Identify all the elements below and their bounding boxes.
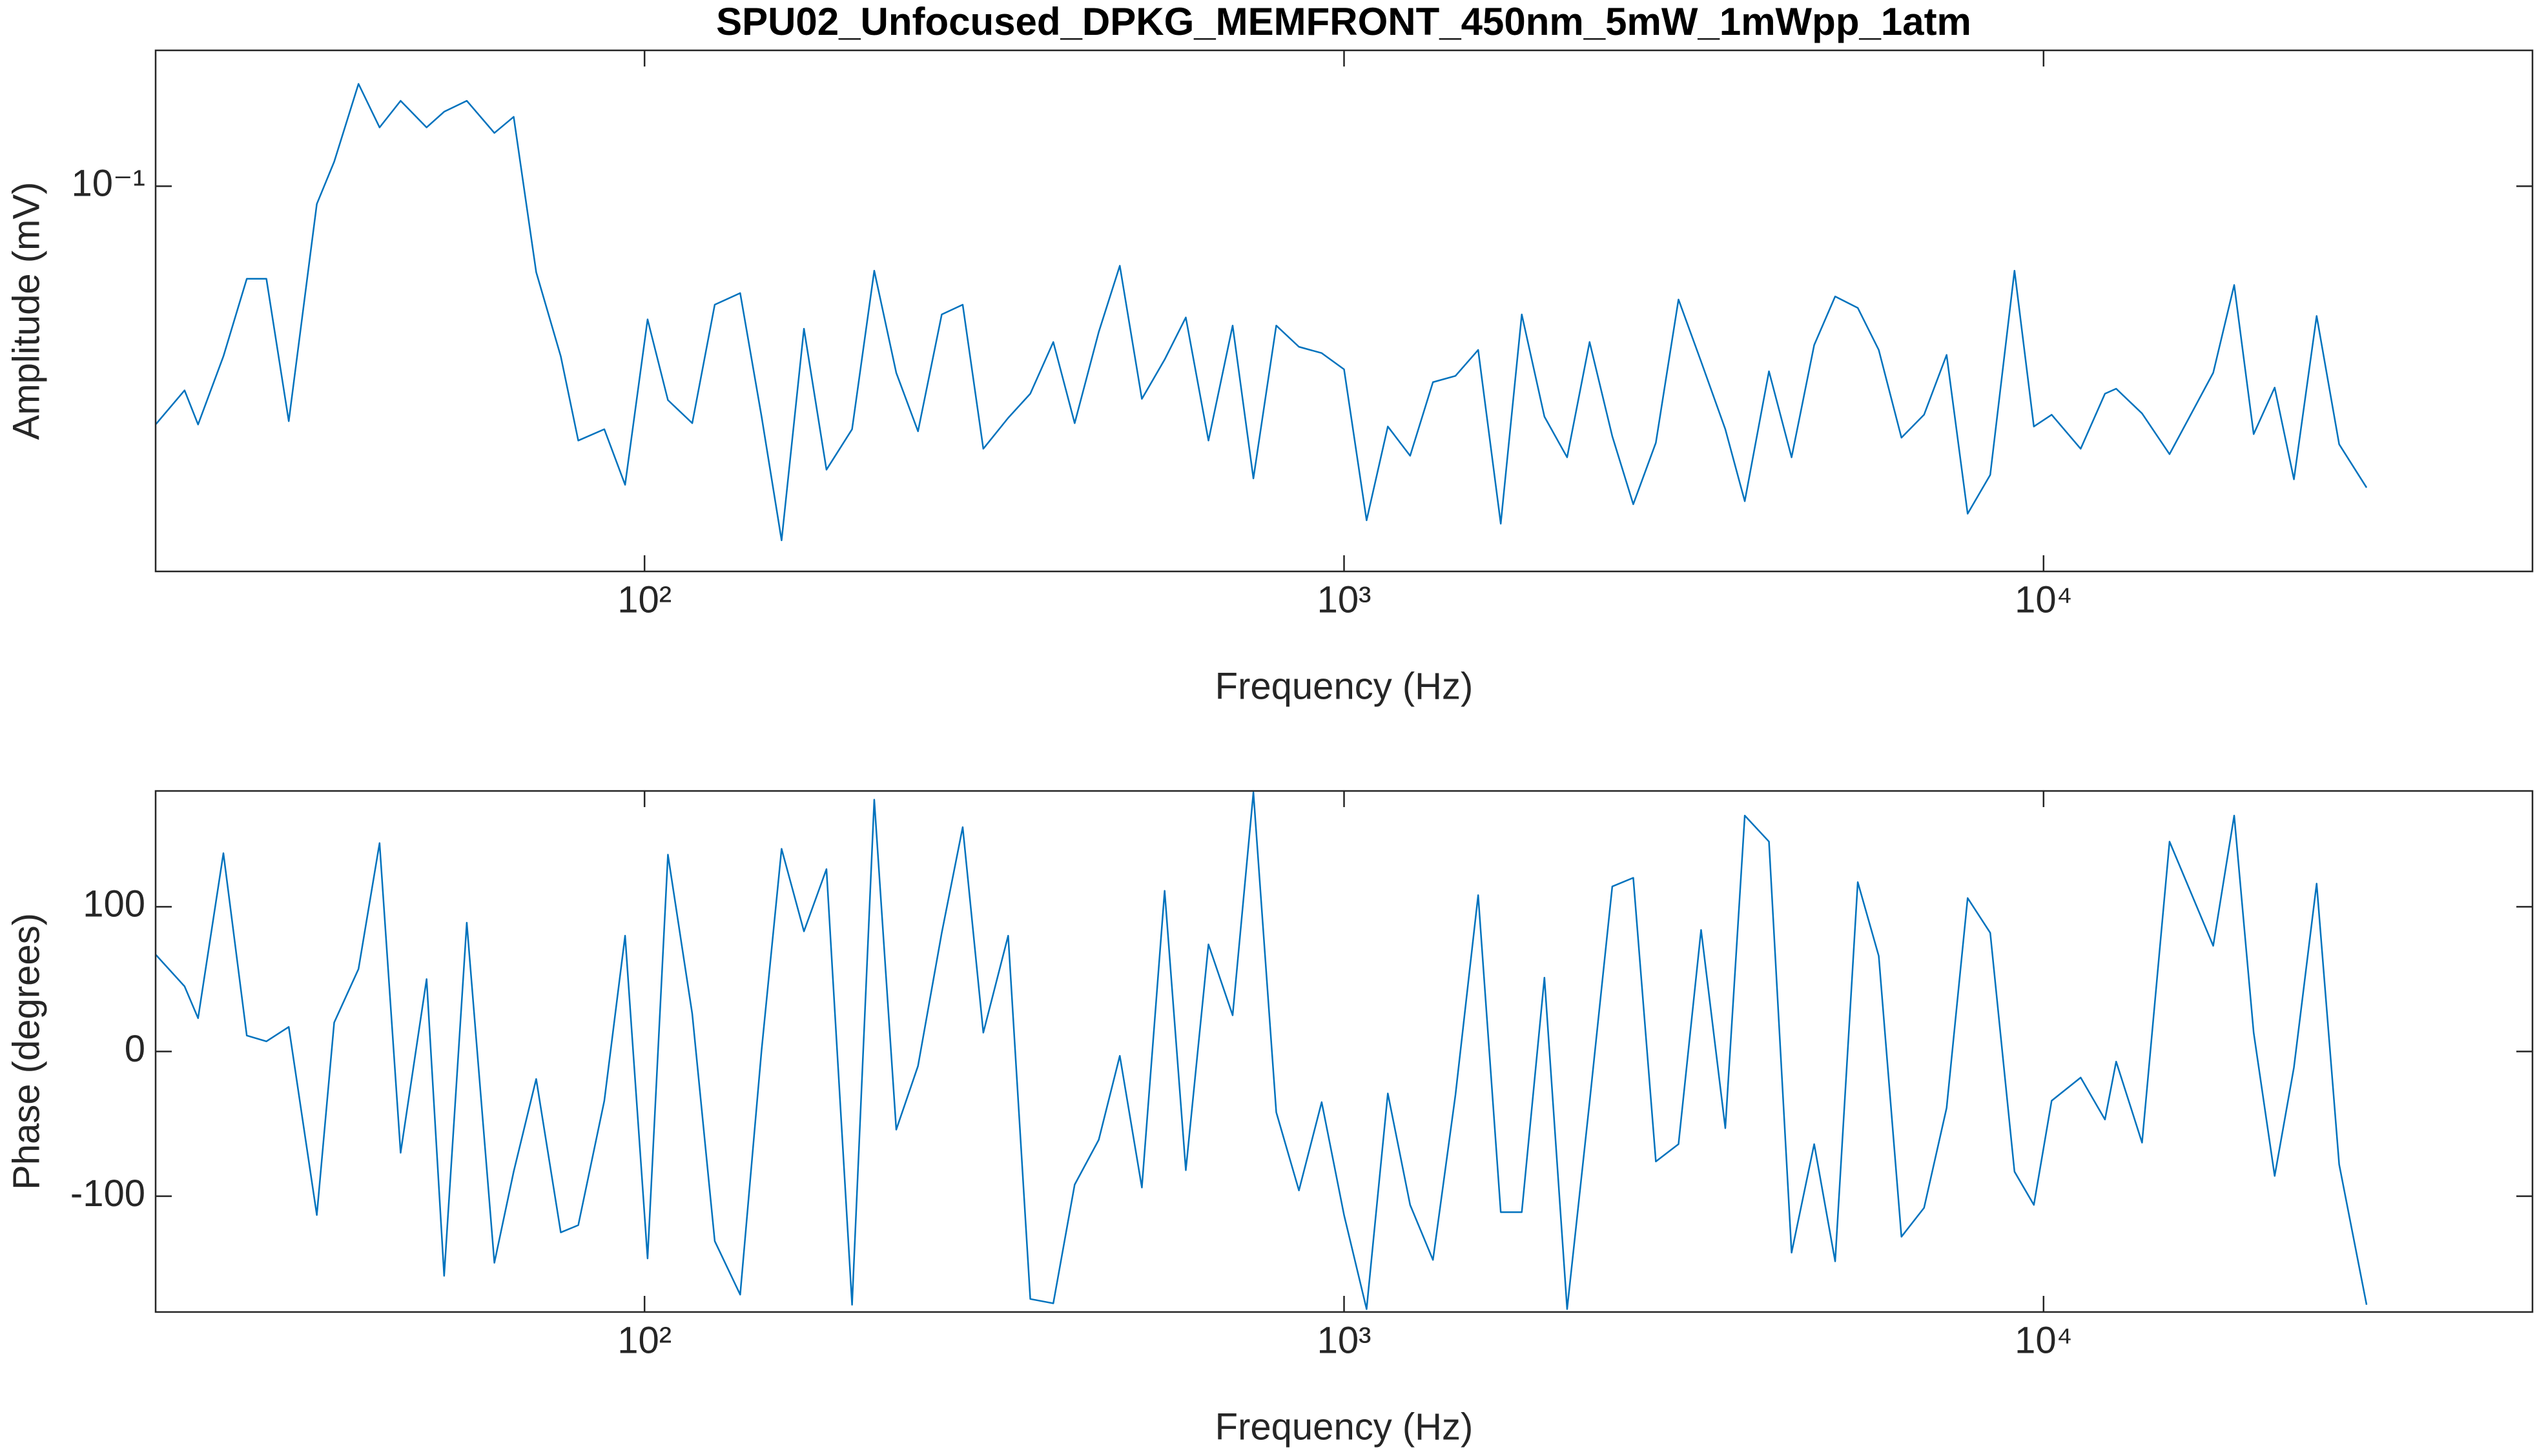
plot-area bbox=[156, 791, 2532, 1312]
x-tick-label: 10³ bbox=[1317, 579, 1371, 620]
y-tick-label: -100 bbox=[70, 1173, 145, 1215]
data-line bbox=[155, 791, 2368, 1310]
axes-box bbox=[154, 49, 2534, 573]
y-tick-label: 10⁻¹ bbox=[72, 163, 145, 205]
x-tick-label: 10³ bbox=[1317, 1319, 1371, 1361]
x-axis-label: Frequency (Hz) bbox=[1215, 665, 1474, 707]
y-tick-label: 0 bbox=[125, 1028, 145, 1070]
x-tick-label: 10² bbox=[617, 579, 672, 620]
plot-area bbox=[156, 50, 2532, 571]
x-tick-label: 10² bbox=[617, 1319, 672, 1361]
y-tick-label: 100 bbox=[83, 883, 145, 925]
x-tick-label: 10⁴ bbox=[2015, 1319, 2072, 1361]
y-axis-label: Phase (degrees) bbox=[5, 913, 47, 1190]
x-tick-label: 10⁴ bbox=[2015, 579, 2072, 620]
x-axis-label: Frequency (Hz) bbox=[1215, 1406, 1474, 1448]
chart-title: SPU02_Unfocused_DPKG_MEMFRONT_450nm_5mW_… bbox=[716, 0, 1971, 43]
y-axis-label: Amplitude (mV) bbox=[5, 182, 47, 440]
data-line bbox=[155, 83, 2368, 542]
axes-box bbox=[154, 790, 2534, 1313]
